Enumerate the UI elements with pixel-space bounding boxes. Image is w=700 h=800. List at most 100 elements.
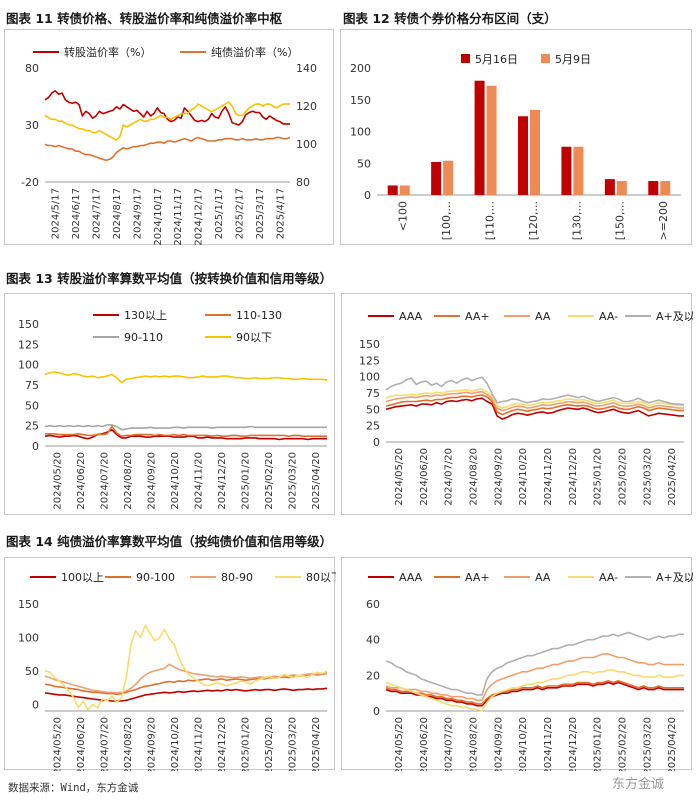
bar-0-0 xyxy=(387,185,398,195)
series-line-1 xyxy=(385,394,684,416)
x-tick-label: 2024/11/20 xyxy=(543,717,554,771)
x-tick-label: [100,... xyxy=(440,201,453,240)
y-tick-label: 30 xyxy=(25,119,39,132)
x-tick-label: 2024/08/20 xyxy=(123,452,134,510)
bar-1-4 xyxy=(573,146,584,195)
y-tick-label: 100 xyxy=(359,371,380,384)
chart-panel-13a: 0 25 50 75 100 125 150 2024/05/20 2024/06/20 2024… xyxy=(4,293,335,515)
legend-label-2: 90-110 xyxy=(124,331,163,344)
y-tick-label: 25 xyxy=(25,420,39,433)
x-tick-label: 2025/04/20 xyxy=(667,717,678,771)
x-tick-label: [110,... xyxy=(483,201,496,240)
y-tick-label: 150 xyxy=(18,318,39,331)
y-tick-label: 60 xyxy=(366,598,380,611)
y-tick-label: 50 xyxy=(25,399,39,412)
x-tick-label: 2025/04/20 xyxy=(667,448,678,506)
series-line-0 xyxy=(44,89,290,126)
series-line-4 xyxy=(385,631,684,696)
y-tick-label: 80 xyxy=(25,62,39,75)
bar-0-5 xyxy=(604,179,615,195)
chart-panel-13b: 0 25 50 75 100 125 150 2024/05/20 2024/06/20 2024… xyxy=(341,293,700,515)
x-tick-label: 2024/8/17 xyxy=(112,188,123,239)
chart-13b-svg: 0 25 50 75 100 125 150 2024/05/20 2024/06/20 2024… xyxy=(359,310,700,506)
legend-label-0: 130以上 xyxy=(124,309,167,322)
x-tick-label: 2025/03/20 xyxy=(642,448,653,506)
x-tick-label: 2024/06/20 xyxy=(76,452,87,510)
legend-label-1: 90-100 xyxy=(136,571,175,584)
bar-1-2 xyxy=(486,85,497,195)
y2-tick-label: 100 xyxy=(296,138,317,151)
y-tick-label: 100 xyxy=(18,359,39,372)
x-tick-label: 2024/11/20 xyxy=(193,717,204,771)
x-tick-label: 2024/08/20 xyxy=(123,717,134,771)
x-tick-label: 2025/02/20 xyxy=(264,717,275,771)
x-tick-label: 2024/06/20 xyxy=(76,717,87,771)
bar-0-3 xyxy=(518,116,528,195)
x-tick-label: 2024/12/20 xyxy=(217,717,228,771)
y-tick-label: 0 xyxy=(364,189,371,202)
bar-1-3 xyxy=(530,109,540,195)
x-tick-label: 2024/09/20 xyxy=(146,717,157,771)
x-tick-label: [130,... xyxy=(570,201,583,240)
bar-1-0 xyxy=(399,185,410,195)
x-tick-label: 2024/09/20 xyxy=(493,717,504,771)
bar-0-4 xyxy=(561,146,572,195)
x-tick-label: 2025/2/17 xyxy=(234,188,245,239)
x-tick-label: <100 xyxy=(397,201,410,231)
y-tick-label: -20 xyxy=(21,176,39,189)
x-tick-label: 2025/01/20 xyxy=(240,717,251,771)
series-line-0 xyxy=(385,681,684,707)
x-tick-label: 2025/02/20 xyxy=(264,452,275,510)
x-tick-label: 2024/5/17 xyxy=(51,188,62,239)
y-tick-label: 20 xyxy=(366,669,380,682)
x-tick-label: 2024/10/20 xyxy=(518,448,529,506)
legend-label-3: 90以下 xyxy=(236,331,272,344)
bar-0-2 xyxy=(474,80,485,195)
x-tick-label: 2025/01/20 xyxy=(593,448,604,506)
legend-label-2: AA xyxy=(535,310,551,323)
bar-0-1 xyxy=(431,161,442,195)
y-tick-label: 50 xyxy=(25,665,39,678)
series-line-2 xyxy=(385,390,684,412)
x-tick-label: 2024/07/20 xyxy=(99,717,110,771)
legend-label-0: AAA xyxy=(399,310,423,323)
x-tick-label: 2024/6/17 xyxy=(71,188,82,239)
bar-1-6 xyxy=(660,181,671,195)
x-tick-label: 2024/11/20 xyxy=(193,452,204,510)
legend-label-1: AA+ xyxy=(465,571,490,584)
y-tick-label: 75 xyxy=(366,387,380,400)
x-tick-label: 2024/10/20 xyxy=(170,452,181,510)
y-tick-label: 75 xyxy=(25,379,39,392)
source-note: 数据来源：Wind，东方金诚 xyxy=(8,782,139,794)
x-tick-label: 2024/9/17 xyxy=(132,188,143,239)
series-line-1 xyxy=(385,679,684,705)
x-tick-label: 2025/1/17 xyxy=(214,188,225,239)
y-tick-label: 0 xyxy=(373,705,380,718)
chart-12-svg: 0 50 100 150 200 <100 [100,... [110,... [120,...… xyxy=(350,53,681,240)
x-tick-label: 2025/01/20 xyxy=(240,452,251,510)
x-tick-label: 2024/08/20 xyxy=(468,448,479,506)
x-tick-label: 2024/11/20 xyxy=(543,448,554,506)
y-tick-label: 50 xyxy=(366,403,380,416)
x-tick-label: 2024/12/17 xyxy=(194,188,205,246)
series-line-3 xyxy=(385,388,684,409)
chart-title-12: 图表 12 转债个券价格分布区间（支） xyxy=(343,11,557,26)
series-line-1 xyxy=(44,136,291,162)
chart-title-13: 图表 13 转股溢价率算数平均值（按转换价值和信用等级） xyxy=(6,271,333,286)
x-tick-label: >=200 xyxy=(657,201,670,240)
y-tick-label: 50 xyxy=(357,157,371,170)
y-tick-label: 0 xyxy=(32,698,39,711)
x-tick-label: 2024/07/20 xyxy=(444,448,455,506)
legend-label-4: A+及以下 xyxy=(656,571,693,584)
x-tick-label: 2024/11/17 xyxy=(173,188,184,246)
x-tick-label: 2024/7/17 xyxy=(92,188,103,239)
y-tick-label: 150 xyxy=(18,598,39,611)
y-tick-label: 125 xyxy=(18,338,39,351)
y2-tick-label: 80 xyxy=(296,176,310,189)
x-tick-label: 2024/08/20 xyxy=(468,717,479,771)
legend-label-2: 80-90 xyxy=(221,571,253,584)
legend-swatch-0 xyxy=(461,54,470,63)
legend-swatch-1 xyxy=(541,54,550,63)
x-tick-label: 2024/12/20 xyxy=(217,452,228,510)
chart-11-svg: -20 30 80 80 100 120 140 2024/5/17 2024/6/17 2024… xyxy=(21,45,317,246)
